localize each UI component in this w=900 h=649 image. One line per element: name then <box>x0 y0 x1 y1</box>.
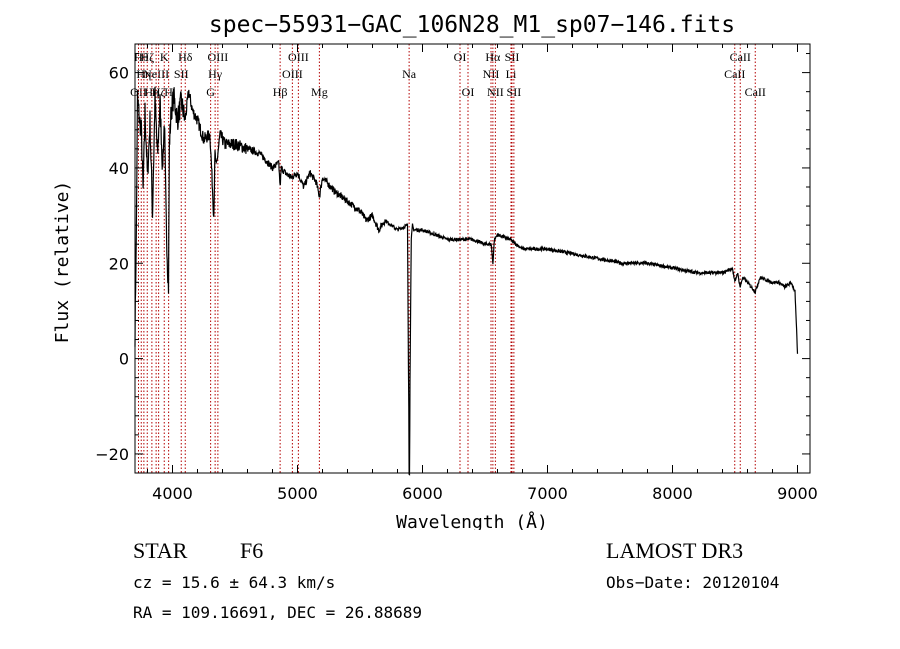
line-marker-label: CaII <box>745 85 766 99</box>
line-marker-label: OIII <box>208 50 229 64</box>
y-tick-label: 20 <box>109 254 129 273</box>
line-marker-label: NeIII <box>143 67 169 81</box>
line-marker-label: Hδ <box>178 50 193 64</box>
sky-coordinates: RA = 109.16691, DEC = 26.88689 <box>133 603 422 622</box>
spectral-subclass: F6 <box>240 538 264 563</box>
line-marker-label: Hβ <box>273 85 288 99</box>
line-marker-label: Hζ <box>140 50 154 64</box>
x-tick-label: 7000 <box>527 484 568 503</box>
line-marker-label: Na <box>402 67 417 81</box>
y-tick-label: 60 <box>109 64 129 83</box>
line-marker-label: Mg <box>311 85 328 99</box>
line-marker-label: Hη <box>136 67 151 81</box>
x-tick-label: 8000 <box>652 484 693 503</box>
line-marker-label: OI <box>462 85 475 99</box>
observation-date: Obs−Date: 20120104 <box>606 573 780 592</box>
y-tick-label: 40 <box>109 159 129 178</box>
line-marker-label: Hγ <box>208 67 223 81</box>
line-marker-label: SII <box>505 50 520 64</box>
spectrum-chart: spec−55931−GAC_106N28_M1_sp07−146.fits O… <box>52 12 818 530</box>
line-marker-label: H <box>164 85 173 99</box>
object-class: STAR <box>133 538 188 563</box>
x-tick-label: 4000 <box>152 484 193 503</box>
line-marker-label: Li <box>506 67 517 81</box>
line-marker-label: CaII <box>730 50 751 64</box>
line-marker-label: OI <box>454 50 467 64</box>
chart-title: spec−55931−GAC_106N28_M1_sp07−146.fits <box>209 12 735 38</box>
y-tick-label: 0 <box>119 350 129 369</box>
x-tick-label: 6000 <box>402 484 443 503</box>
line-marker-label: Hα <box>485 50 501 64</box>
line-marker-label: CaII <box>724 67 745 81</box>
line-marker-label: SII <box>174 67 189 81</box>
y-axis-label: Flux (relative) <box>52 181 73 344</box>
flux-series-line <box>134 86 799 476</box>
line-markers: OIIHθHηHζHηNeIIIHζKHSIIHδGHγOIIIHβOIIIOI… <box>130 44 766 473</box>
line-marker-label: K <box>160 50 169 64</box>
axes: 4000 5000 6000 7000 8000 9000 −20 0 20 40 60 <box>95 44 818 503</box>
line-marker-label: OIII <box>282 67 303 81</box>
line-marker-label: NII <box>483 67 500 81</box>
plot-frame <box>134 43 811 474</box>
line-marker-label: SII <box>507 85 522 99</box>
x-tick-label: 9000 <box>777 484 818 503</box>
redshift-velocity: cz = 15.6 ± 64.3 km/s <box>133 573 336 592</box>
x-axis-label: Wavelength (Å) <box>396 511 548 530</box>
y-tick-label: −20 <box>95 445 129 464</box>
x-tick-label: 5000 <box>277 484 318 503</box>
line-marker-label: G <box>206 85 215 99</box>
line-marker-label: OIII <box>288 50 309 64</box>
line-marker-label: NII <box>487 85 504 99</box>
survey-name: LAMOST DR3 <box>606 538 744 563</box>
